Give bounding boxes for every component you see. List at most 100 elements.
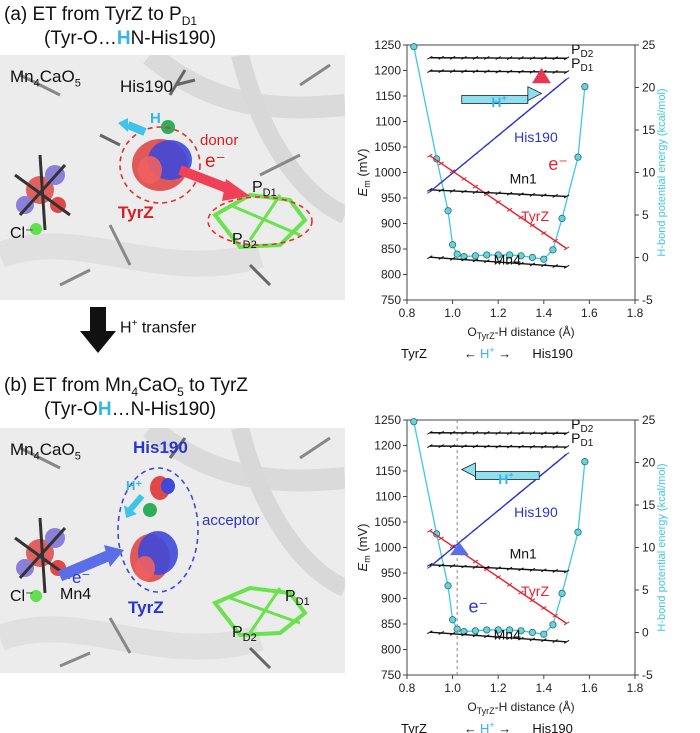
chart-b-series-marker: [472, 633, 479, 638]
et-arrow-a: [178, 165, 234, 195]
chart-a-series-marker: [518, 261, 524, 266]
chart-b-xtick-label: 1.6: [581, 681, 598, 695]
chart-a-y2tick-label: 20: [642, 81, 656, 95]
chart-a-series-marker: [461, 176, 467, 181]
chart-a-series-marker: [518, 192, 524, 197]
pd2-label-b-sub: D2: [242, 632, 257, 645]
cluster-label-b-sub1: 4: [33, 450, 40, 463]
chart-a-series-marker: [484, 56, 490, 60]
h-label-b: H⁺: [126, 478, 143, 493]
chart-a-energy-point: [483, 251, 491, 259]
chart-b-series-marker: [438, 631, 444, 635]
chart-a-e-label: e⁻: [548, 154, 568, 174]
chart-a-series-marker: [563, 246, 570, 251]
panel-b-subtitle: (Tyr-OH…N-His190): [44, 399, 216, 421]
chart-a-series-marker: [461, 161, 467, 166]
tyrz-density-b: [130, 476, 178, 582]
donor-label: donor: [200, 132, 239, 149]
chart-b-energy-point: [549, 621, 557, 629]
chart-a-series-marker: [518, 114, 524, 119]
chart-b-series-marker: [427, 528, 433, 533]
cluster-label-a-mn: Mn: [10, 67, 34, 86]
chart-a-ylabel: Em (mV): [355, 149, 372, 197]
chart-b-series-marker: [461, 430, 467, 435]
chart-a-series-marker: [449, 69, 456, 74]
chart-a-series-marker: [438, 55, 444, 60]
chart-b-series-marker: [563, 621, 570, 626]
chart-b-series-marker: [518, 431, 524, 436]
chart-b-y2tick-label: 15: [642, 498, 656, 512]
chart-a-ytick-label: 900: [381, 217, 401, 231]
chart-a-series-marker: [563, 77, 570, 82]
chart-b-series-marker: [506, 444, 513, 449]
chart-a-series-marker: [484, 142, 490, 147]
chart-b-energy-point: [558, 589, 566, 597]
chart-a-series-marker: [484, 190, 490, 195]
chart-a-bottom-arrow-left: ←: [464, 346, 477, 361]
pd1-label-b-main: P: [285, 588, 296, 605]
chart-a-energy-point: [549, 246, 557, 254]
cluster-label-a-mid: CaO: [39, 67, 75, 86]
chart-b-ytick-label: 1000: [374, 541, 401, 555]
chart-a-energy-point: [494, 251, 502, 259]
pd2-label-b-main: P: [232, 624, 243, 641]
chart-b-bottom-h: H+: [480, 720, 495, 733]
chart-a-xtick-label: 1.6: [581, 306, 598, 320]
chart-b-series-marker: [506, 566, 513, 571]
chart-a-series-marker: [506, 124, 513, 129]
chart-a-series-marker: [495, 56, 501, 60]
chart-a-series-marker: [506, 69, 513, 74]
chart-b-series-marker: [495, 566, 501, 571]
chart-b-series-marker: [427, 562, 433, 567]
chart-b-bottom-left: TyrZ: [401, 721, 427, 733]
chart-a-energy-point: [528, 253, 536, 262]
chart-a-energy-point: [506, 251, 514, 259]
chart-a-series-marker: [495, 260, 501, 264]
chart-b-ytick-label: 1150: [375, 464, 401, 478]
chart-b-h-label: H+: [498, 470, 513, 487]
chart-a-series-label-PD1: PD1: [571, 55, 594, 74]
chart-a-ytick-label: 750: [381, 293, 401, 307]
chart-b-energy-curve: [413, 421, 586, 635]
chart-b-series-marker: [472, 527, 479, 532]
chart-a-series-label-PD2: PD2: [571, 41, 594, 60]
cluster-label-b-mn: Mn: [10, 440, 34, 459]
h-transfer-sup: +: [131, 318, 138, 329]
chart-b-energy-point: [574, 528, 582, 536]
chart-b-bottom-arrow-right: →: [498, 721, 511, 733]
chart-b-ytick-label: 800: [381, 643, 401, 657]
chart-b-series-marker: [427, 564, 433, 569]
chart-a-ytick-label: 1050: [374, 140, 401, 154]
chart-b-energy-point: [449, 616, 457, 624]
pd2-label-a-main: P: [232, 231, 243, 248]
chart-a-xtick-label: 1.4: [535, 306, 552, 320]
chart-b-series-label-PD1: PD1: [571, 430, 594, 449]
donor-circle: [119, 126, 201, 204]
chart-a: 750800850900950100010501100115012001250-…: [355, 38, 668, 361]
chart-a-energy-curve: [413, 46, 586, 260]
chloride-label-b: Cl⁻: [10, 588, 34, 605]
chart-b-series-marker: [495, 431, 501, 435]
chart-a-ytick-label: 1150: [375, 89, 401, 103]
h-transfer-text: transfer: [137, 319, 197, 337]
mn4-label-b: Mn4: [60, 586, 92, 603]
chart-a-series-marker: [449, 189, 456, 193]
chart-a-series-marker: [438, 256, 444, 260]
chart-a-ytick-label: 850: [381, 242, 401, 256]
panel-b-structure-image: Mn4CaO5 His190 H⁺ acceptor e⁻ TyrZ Mn4 P…: [0, 428, 345, 673]
chart-b-series-marker: [461, 536, 467, 541]
chart-b-series-marker: [563, 569, 570, 574]
chart-b-xtick-label: 1.4: [535, 681, 552, 695]
chart-a-series-marker: [472, 69, 479, 74]
cluster-label-b-mid: CaO: [39, 440, 75, 459]
chart-a-series-marker: [427, 153, 433, 158]
chart-a-ytick-label: 800: [381, 268, 401, 282]
chart-a-bottom-h: H+: [480, 345, 495, 361]
chart-a-xtick-label: 1.0: [444, 306, 461, 320]
chart-a-series-marker: [506, 56, 513, 60]
chart-a-xtick-label: 0.8: [399, 306, 416, 320]
chart-a-series-marker: [438, 69, 444, 74]
h-label-a: H: [150, 110, 161, 127]
chart-a-series-marker: [541, 193, 547, 198]
chart-b-series-marker: [518, 489, 524, 494]
